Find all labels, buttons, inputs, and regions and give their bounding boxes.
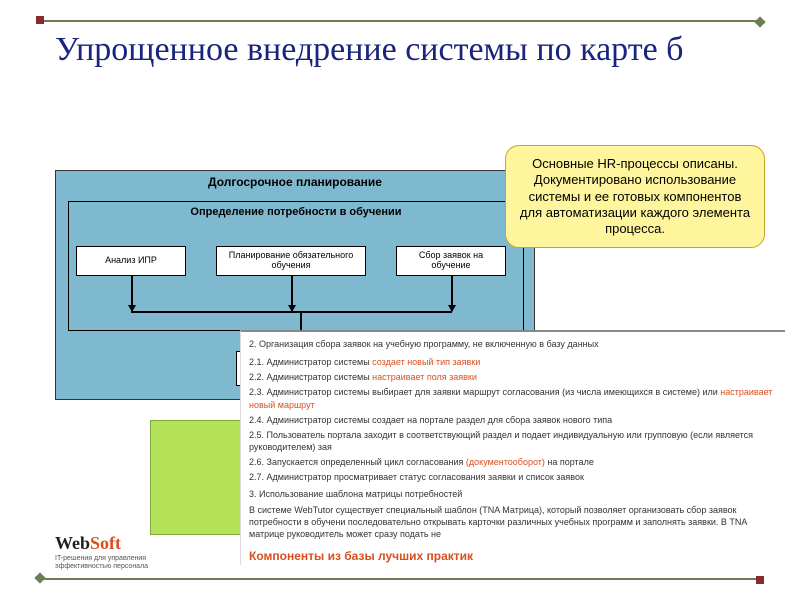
logo-s: Soft <box>90 533 121 553</box>
doc-item: 2.2. Администратор системы настраивает п… <box>249 371 777 383</box>
websoft-logo: WebSoft IT-решения для управления эффект… <box>55 533 175 570</box>
doc-sect3: 3. Использование шаблона матрицы потребн… <box>249 488 777 500</box>
doc-para: В системе WebTutor существует специальны… <box>249 504 777 540</box>
callout-bubble: Основные HR-процессы описаны. Документир… <box>505 145 765 248</box>
arrow <box>131 276 133 311</box>
doc-panel: 2. Организация сбора заявок на учебную п… <box>240 330 785 565</box>
doc-item: 2.3. Администратор системы выбирает для … <box>249 386 777 410</box>
diagram-leaf-c: Сбор заявок на обучение <box>396 246 506 276</box>
arrow <box>291 276 293 311</box>
diagram-section-title: Долгосрочное планирование <box>56 171 534 189</box>
doc-items-list: 2.1. Администратор системы создает новый… <box>249 356 777 483</box>
doc-item: 2.7. Администратор просматривает статус … <box>249 471 777 483</box>
doc-components-header: Компоненты из базы лучших практик <box>249 548 777 564</box>
doc-item: 2.4. Администратор системы создает на по… <box>249 414 777 426</box>
logo-text: WebSoft <box>55 533 175 554</box>
slide-title: Упрощенное внедрение системы по карте б <box>55 30 735 69</box>
doc-item: 2.6. Запускается определенный цикл согла… <box>249 456 777 468</box>
diagram-leaf-b: Планирование обязательного обучения <box>216 246 366 276</box>
logo-w: Web <box>55 533 90 553</box>
arrow <box>451 276 453 311</box>
diagram-leaf-a: Анализ ИПР <box>76 246 186 276</box>
doc-item: 2.5. Пользователь портала заходит в соот… <box>249 429 777 453</box>
diagram-group-title: Определение потребности в обучении <box>69 202 523 219</box>
logo-tagline: IT-решения для управления эффективностью… <box>55 555 175 570</box>
arrow-h <box>131 311 452 313</box>
corner-decor-tl <box>36 16 44 24</box>
corner-decor-br <box>756 576 764 584</box>
doc-item: 2.1. Администратор системы создает новый… <box>249 356 777 368</box>
doc-line-top: 2. Организация сбора заявок на учебную п… <box>249 338 777 350</box>
